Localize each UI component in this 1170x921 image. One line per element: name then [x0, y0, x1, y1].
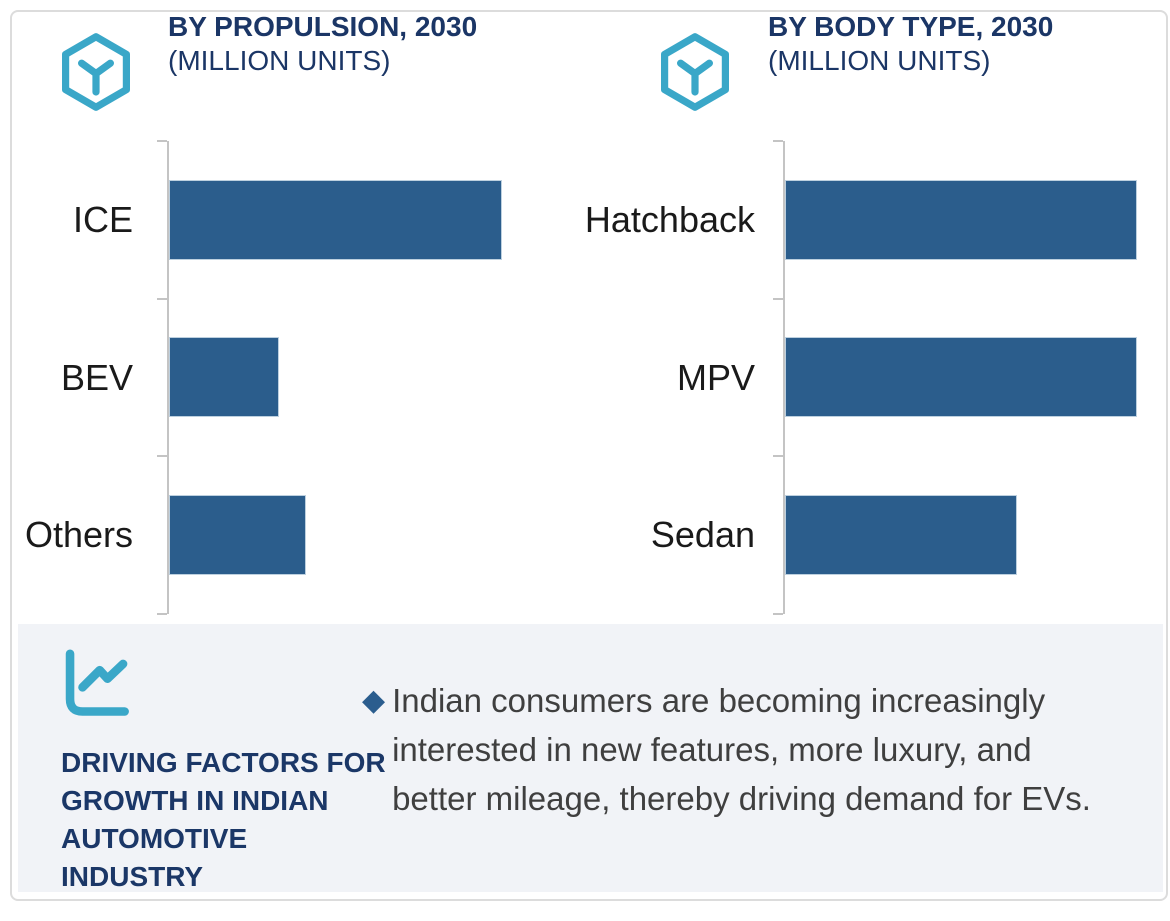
heading-line: AUTOMOTIVE [61, 823, 248, 854]
driving-factors-panel [18, 624, 1163, 892]
chart-title-line1: BY BODY TYPE, 2030 [768, 11, 1054, 42]
heading-line: INDUSTRY [61, 861, 204, 892]
chart-title-line1: BY PROPULSION, 2030 [168, 11, 478, 42]
chart-title-line2: (MILLION UNITS) [768, 45, 991, 76]
heading-line: GROWTH IN INDIAN [61, 785, 329, 816]
driving-factors-heading: DRIVING FACTORS FOR GROWTH IN INDIAN AUT… [61, 744, 386, 896]
driving-factor-text: Indian consumers are becoming increasing… [392, 682, 1091, 817]
propulsion-chart-title: BY PROPULSION, 2030 (MILLION UNITS) [168, 10, 477, 78]
chart-title-line2: (MILLION UNITS) [168, 45, 391, 76]
hexagon-cube-icon [655, 30, 735, 114]
hexagon-cube-icon [56, 30, 136, 114]
propulsion-chart-header [56, 30, 136, 114]
diamond-bullet-icon: ◆ [362, 683, 386, 718]
driving-factor-bullet-item: ◆ Indian consumers are becoming increasi… [362, 676, 1107, 823]
line-chart-icon [56, 646, 134, 724]
bodytype-chart-header [655, 30, 735, 114]
bodytype-chart-title: BY BODY TYPE, 2030 (MILLION UNITS) [768, 10, 1053, 78]
heading-line: DRIVING FACTORS FOR [61, 747, 386, 778]
